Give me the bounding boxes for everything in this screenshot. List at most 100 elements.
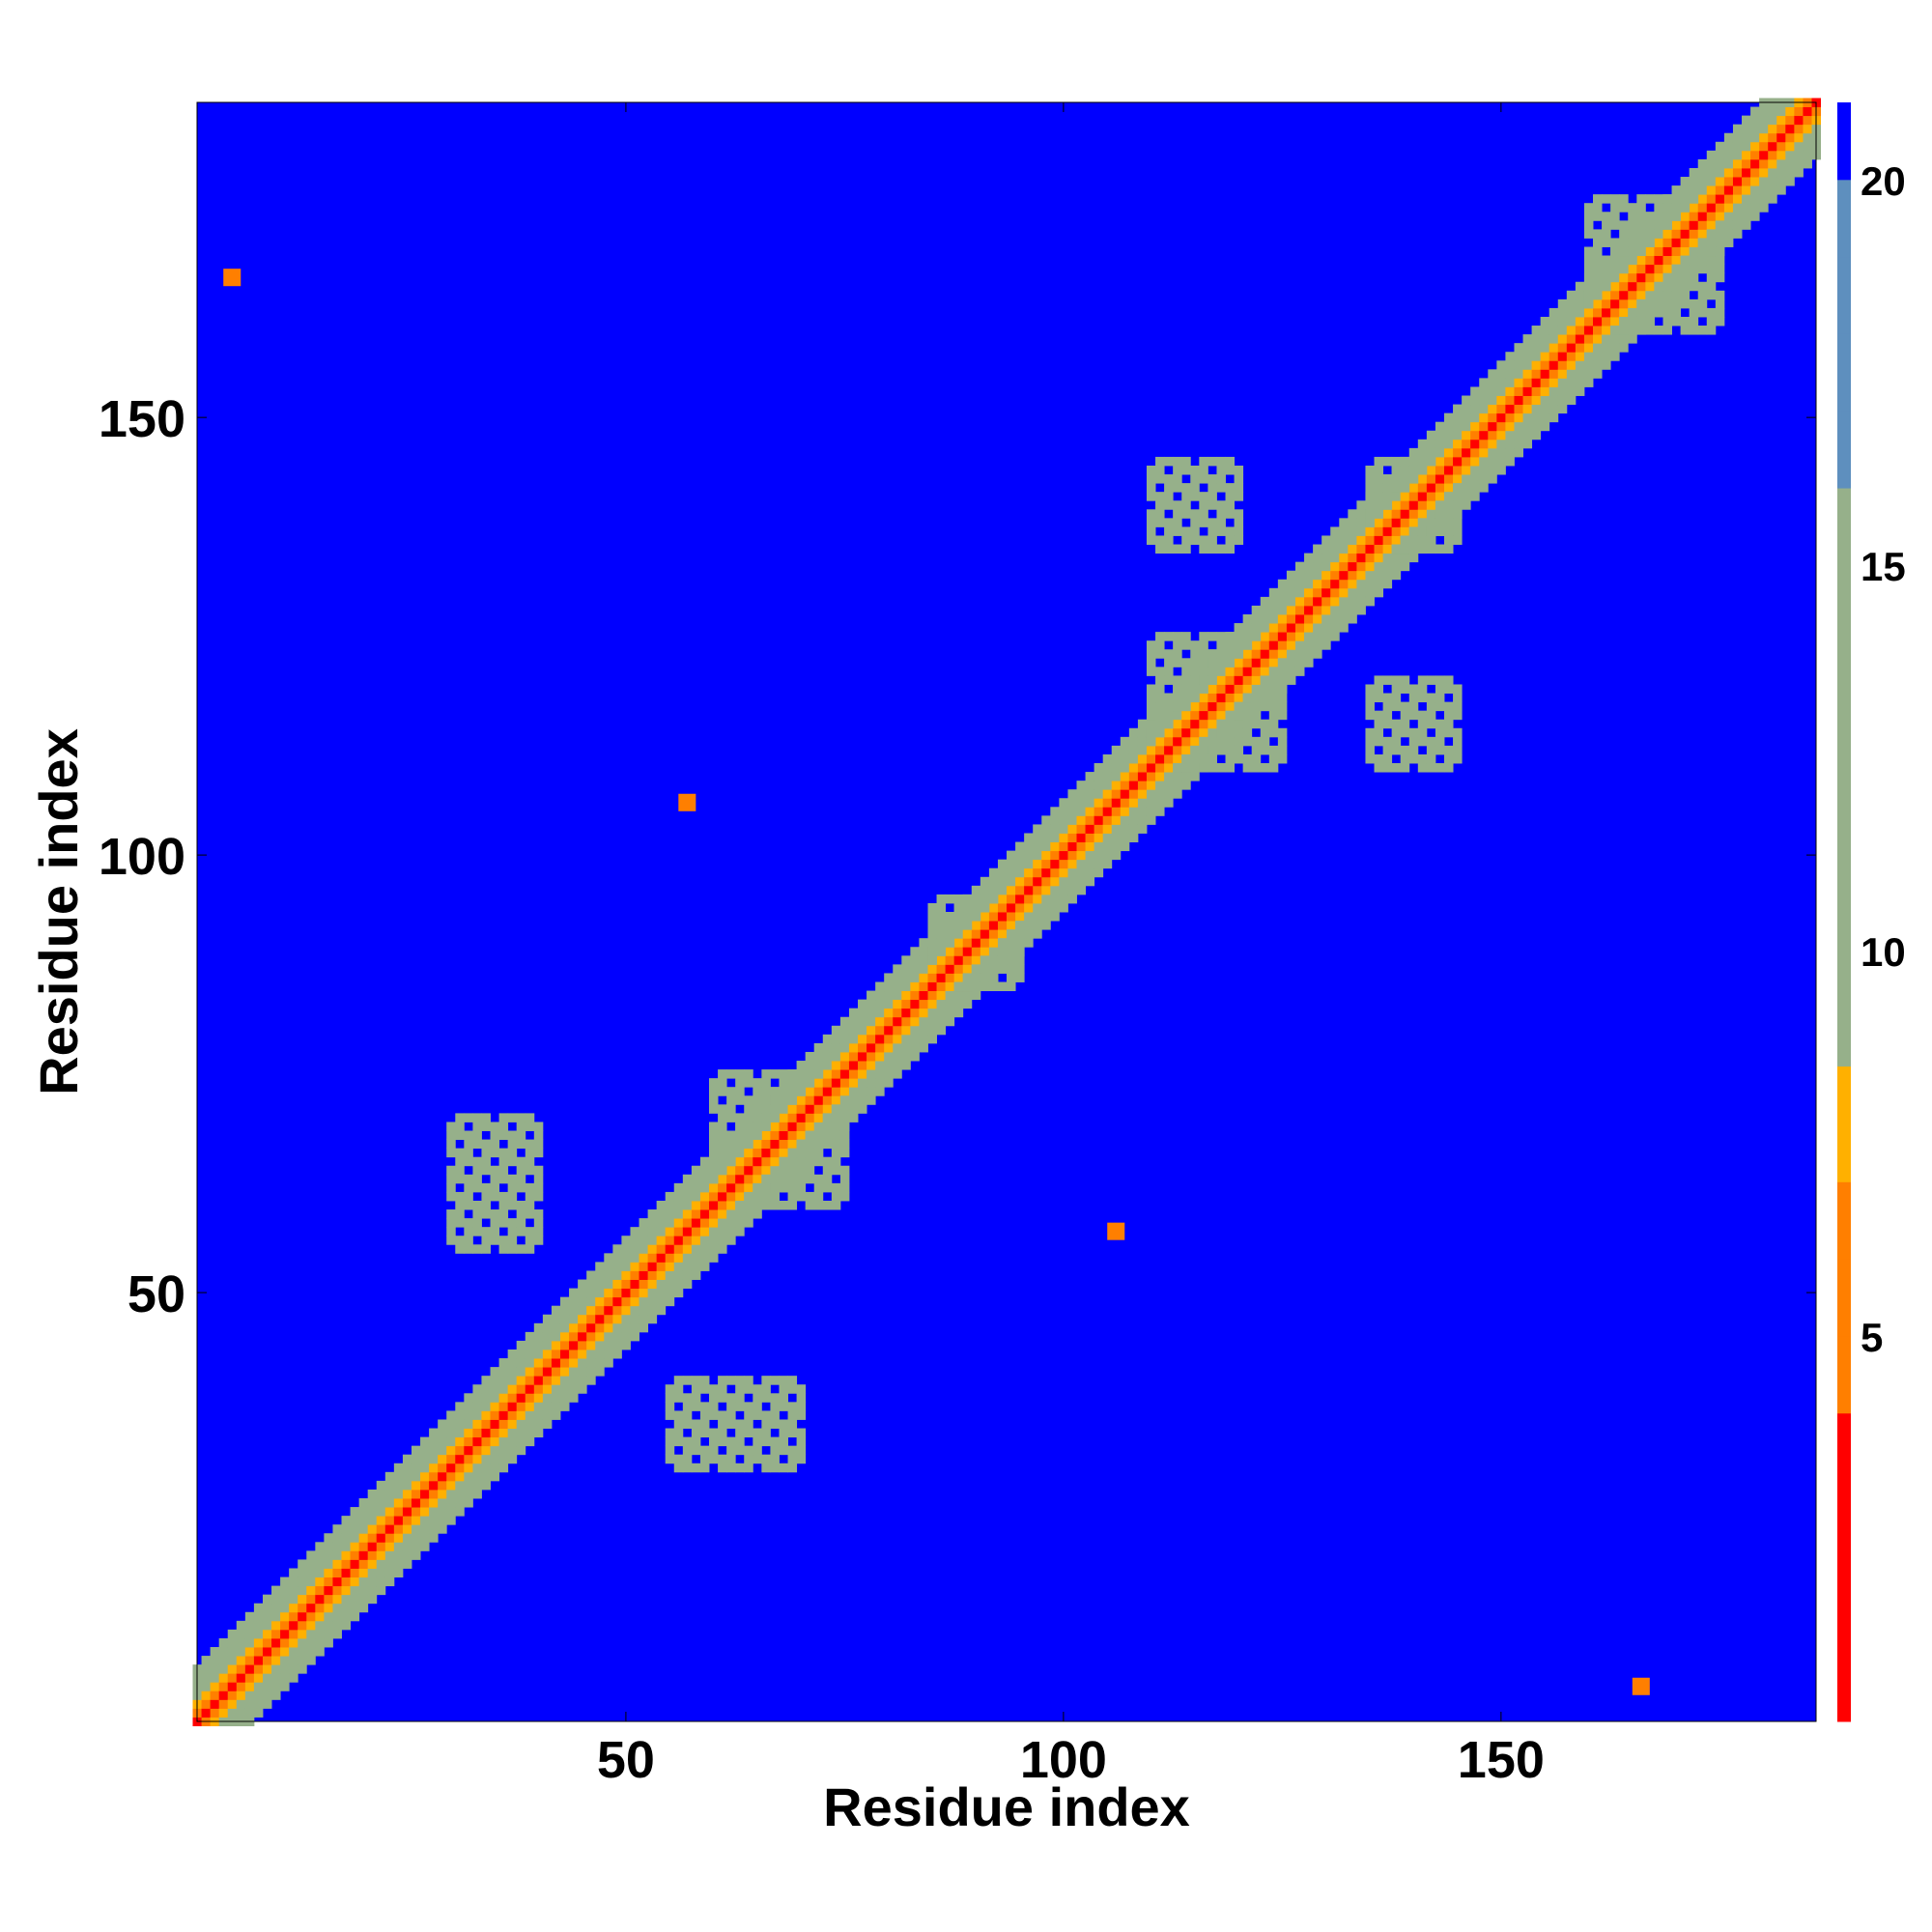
heatmap-cell xyxy=(1803,150,1812,160)
heatmap-cell xyxy=(1208,719,1217,729)
heatmap-cell xyxy=(988,947,999,956)
heatmap-cell xyxy=(306,1550,316,1560)
heatmap-cell xyxy=(1164,675,1174,685)
heatmap-cell xyxy=(542,1384,553,1394)
heatmap-cell xyxy=(1636,290,1646,300)
heatmap-cell xyxy=(1155,518,1165,527)
heatmap-cell xyxy=(1400,710,1410,721)
heatmap-cell xyxy=(1628,229,1637,239)
heatmap-cell xyxy=(1155,509,1165,519)
heatmap-cell xyxy=(376,1480,386,1491)
heatmap-cell xyxy=(1067,894,1077,904)
heatmap-cell xyxy=(1557,352,1568,361)
heatmap-cell xyxy=(1111,807,1122,816)
heatmap-cell xyxy=(718,1078,727,1088)
heatmap-cell xyxy=(429,1524,439,1534)
heatmap-cell xyxy=(1015,841,1025,852)
heatmap-cell xyxy=(1575,334,1585,344)
heatmap-cell xyxy=(813,1174,824,1184)
heatmap-cell xyxy=(709,1428,719,1438)
colorbar-segment xyxy=(1837,757,1851,797)
heatmap-cell xyxy=(1479,465,1489,475)
heatmap-cell xyxy=(218,1699,229,1709)
heatmap-cell xyxy=(656,1244,667,1254)
heatmap-cell xyxy=(980,929,990,939)
heatmap-cell xyxy=(1408,727,1419,738)
heatmap-cell xyxy=(875,1069,885,1079)
heatmap-cell xyxy=(1496,412,1506,423)
heatmap-cell xyxy=(945,990,955,1001)
heatmap-cell xyxy=(1645,326,1655,335)
heatmap-cell xyxy=(253,1708,264,1718)
heatmap-cell xyxy=(446,1436,456,1447)
heatmap-cell xyxy=(481,1384,491,1394)
heatmap-cell xyxy=(1462,412,1471,423)
heatmap-cell xyxy=(822,1078,833,1088)
heatmap-cell xyxy=(1128,833,1139,842)
heatmap-cell xyxy=(673,1463,684,1473)
heatmap-cell xyxy=(682,1262,693,1271)
heatmap-cell xyxy=(805,1191,815,1202)
colorbar-segment xyxy=(1837,1259,1851,1298)
heatmap-cell xyxy=(298,1637,307,1648)
heatmap-cell xyxy=(490,1428,500,1438)
heatmap-cell xyxy=(884,990,894,1001)
heatmap-cell xyxy=(796,1182,807,1193)
heatmap-cell xyxy=(726,1104,736,1114)
heatmap-cell xyxy=(718,1419,727,1429)
heatmap-cell xyxy=(1750,177,1760,186)
heatmap-cell xyxy=(1557,326,1568,335)
heatmap-cell xyxy=(1697,264,1708,274)
heatmap-cell xyxy=(1111,824,1122,834)
heatmap-cell xyxy=(858,1078,867,1088)
heatmap-cell xyxy=(358,1542,369,1551)
heatmap-cell xyxy=(490,1436,500,1447)
heatmap-cell xyxy=(1365,492,1375,501)
heatmap-cell xyxy=(420,1498,430,1508)
heatmap-cell xyxy=(498,1454,509,1464)
heatmap-cell xyxy=(735,1376,745,1385)
heatmap-cell xyxy=(455,1191,465,1202)
heatmap-cell xyxy=(813,1156,824,1167)
heatmap-cell xyxy=(1225,483,1236,493)
heatmap-cell xyxy=(953,964,964,974)
heatmap-cell xyxy=(1085,781,1095,790)
heatmap-cell xyxy=(376,1568,386,1577)
heatmap-cell xyxy=(1007,850,1016,861)
heatmap-cell xyxy=(682,1209,693,1219)
heatmap-cell xyxy=(1583,360,1594,370)
heatmap-cell xyxy=(1443,465,1454,475)
heatmap-cell xyxy=(472,1393,482,1403)
heatmap-cell xyxy=(691,1165,701,1176)
heatmap-cell xyxy=(1408,693,1419,703)
heatmap-cell xyxy=(980,885,990,895)
heatmap-cell xyxy=(1128,789,1139,799)
heatmap-cell xyxy=(498,1174,509,1184)
heatmap-cell xyxy=(472,1244,482,1254)
heatmap-cell xyxy=(1216,509,1226,519)
heatmap-cell xyxy=(1102,841,1113,852)
heatmap-cell xyxy=(227,1682,238,1691)
heatmap-cell xyxy=(927,929,937,939)
heatmap-cell xyxy=(1277,684,1288,694)
heatmap-cell xyxy=(253,1682,264,1691)
heatmap-cell xyxy=(744,1410,753,1420)
heatmap-cell xyxy=(507,1402,518,1411)
heatmap-cell xyxy=(1602,352,1611,361)
heatmap-cell xyxy=(1566,386,1577,396)
heatmap-cell xyxy=(813,1122,824,1131)
heatmap-cell xyxy=(770,1410,780,1420)
heatmap-cell xyxy=(236,1664,246,1674)
heatmap-cell xyxy=(1435,701,1445,712)
heatmap-cell xyxy=(822,1069,833,1079)
heatmap-cell xyxy=(858,1069,867,1079)
heatmap-cell xyxy=(1208,535,1217,545)
heatmap-cell xyxy=(393,1498,404,1508)
heatmap-cell xyxy=(779,1419,788,1429)
heatmap-cell xyxy=(1173,736,1182,747)
heatmap-cell xyxy=(1120,798,1130,808)
heatmap-cell xyxy=(1382,492,1393,501)
heatmap-cell xyxy=(227,1629,238,1639)
heatmap-cell xyxy=(1759,106,1769,117)
heatmap-cell xyxy=(1417,518,1428,527)
